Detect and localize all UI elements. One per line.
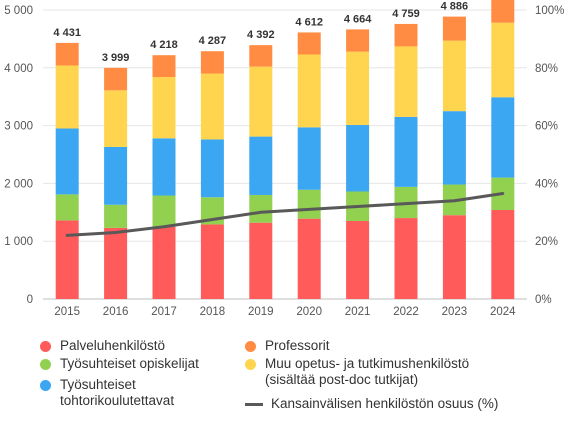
bar-segment: [249, 66, 273, 137]
legend-item-professorit: Professorit: [245, 338, 330, 354]
legend-swatch-kansainvalinen-osuus: [245, 403, 263, 406]
legend-item-muu-opetus: Muu opetus- ja tutkimushenkilöstö (sisäl…: [245, 356, 469, 388]
bar-segment: [55, 65, 79, 129]
bar-segment: [152, 138, 176, 196]
legend-item-kansainvalinen-osuus: Kansainvälisen henkilöstön osuus (%): [245, 396, 498, 412]
y-right-tick-label: 60%: [535, 121, 558, 133]
legend-swatch-professorit: [245, 341, 256, 352]
y-left-tick-label: 0: [27, 294, 33, 306]
x-tick-label: 2018: [200, 306, 226, 318]
bar-segment: [55, 194, 79, 221]
bar-segment: [152, 77, 176, 139]
bar-segment: [200, 224, 224, 299]
bar-segment: [442, 215, 466, 299]
bar-segment: [104, 90, 128, 147]
bar-segment: [442, 111, 466, 185]
bar-segment: [152, 226, 176, 299]
x-tick-label: 2021: [345, 306, 371, 318]
bar-segment: [297, 32, 321, 55]
legend-item-tohtorikoulutettavat: Työsuhteiset tohtorikoulutettavat: [40, 377, 174, 409]
total-label: 4 886: [441, 1, 469, 13]
bar-segment: [346, 125, 370, 192]
legend-label-tyosuhteiset-opiskelijat: Työsuhteiset opiskelijat: [60, 356, 199, 371]
y-left-tick-label: 4 000: [4, 63, 33, 75]
total-label: 4 392: [247, 29, 275, 41]
x-tick-label: 2024: [490, 306, 516, 318]
legend-label-professorit: Professorit: [265, 338, 330, 353]
bar-segment: [249, 136, 273, 195]
bar-segment: [491, 22, 515, 98]
y-right-tick-label: 20%: [535, 236, 558, 248]
x-tick-label: 2022: [393, 306, 419, 318]
total-label: 4 218: [150, 39, 178, 51]
legend-swatch-palveluhenkilosto: [40, 341, 51, 352]
legend-item-tyosuhteiset-opiskelijat: Työsuhteiset opiskelijat: [40, 356, 199, 372]
bar-segment: [297, 127, 321, 190]
legend-swatch-muu-opetus: [245, 359, 256, 370]
bar-segment: [491, 209, 515, 299]
bar-segment: [200, 73, 224, 140]
bar-segment: [200, 51, 224, 74]
bar-segment: [249, 222, 273, 299]
x-tick-label: 2015: [54, 306, 80, 318]
y-right-tick-label: 80%: [535, 63, 558, 75]
bar-segment: [104, 67, 128, 91]
bar-segment: [346, 29, 370, 52]
x-tick-label: 2020: [296, 306, 322, 318]
bar-segment: [104, 146, 128, 205]
legend-item-palveluhenkilosto: Palveluhenkilöstö: [40, 338, 165, 354]
total-label: 3 999: [102, 52, 130, 64]
bar-segment: [394, 46, 418, 117]
legend-swatch-tohtorikoulutettavat: [40, 380, 51, 391]
y-left-tick-label: 2 000: [4, 178, 33, 190]
legend: Palveluhenkilöstö Professorit Työsuhteis…: [0, 336, 567, 426]
bar-segment: [491, 0, 515, 23]
bar-segment: [152, 195, 176, 227]
bar-segment: [442, 40, 466, 112]
total-label: 4 759: [392, 8, 420, 20]
bar-segment: [491, 97, 515, 178]
y-left-tick-label: 5 000: [4, 5, 33, 17]
bar-segment: [297, 189, 321, 219]
bar-segment: [297, 218, 321, 299]
x-tick-label: 2023: [442, 306, 468, 318]
total-label: 4 287: [199, 35, 227, 47]
bar-segment: [394, 218, 418, 299]
bar-segment: [104, 227, 128, 299]
legend-label-kansainvalinen-osuus: Kansainvälisen henkilöstön osuus (%): [271, 396, 499, 411]
x-tick-label: 2019: [248, 306, 274, 318]
y-right-tick-label: 100%: [535, 5, 564, 17]
bar-segment: [249, 45, 273, 67]
y-right-tick-label: 40%: [535, 178, 558, 190]
x-tick-label: 2016: [103, 306, 129, 318]
legend-label-palveluhenkilosto: Palveluhenkilöstö: [60, 338, 166, 353]
bar-segment: [346, 51, 370, 126]
bar-segment: [346, 220, 370, 299]
y-left-tick-label: 1 000: [4, 236, 33, 248]
stacked-bar-chart: 0 1 000 2 000 3 000 4 000 5 000 0% 20% 40% 60% 80%…: [4, 0, 564, 318]
legend-swatch-tyosuhteiset-opiskelijat: [40, 359, 51, 370]
bar-segment: [55, 220, 79, 299]
x-tick-label: 2017: [151, 306, 177, 318]
bar-segment: [152, 55, 176, 78]
international-share-line: [65, 192, 505, 237]
bar-segment: [394, 23, 418, 47]
y-right-tick-label: 0%: [535, 294, 552, 306]
bar-segment: [55, 128, 79, 195]
legend-label-tohtorikoulutettavat: Työsuhteiset tohtorikoulutettavat: [60, 377, 175, 408]
bar-segment: [297, 54, 321, 128]
bar-segment: [200, 139, 224, 198]
bar-segment: [249, 194, 273, 223]
bar-segment: [55, 42, 79, 66]
bar-segment: [442, 16, 466, 41]
total-label: 4 664: [344, 13, 372, 25]
legend-label-muu-opetus: Muu opetus- ja tutkimushenkilöstö (sisäl…: [265, 356, 470, 387]
total-label: 4 612: [295, 16, 323, 28]
bar-segment: [394, 116, 418, 187]
y-left-tick-label: 3 000: [4, 121, 33, 133]
bar-segment: [104, 204, 128, 228]
total-label: 4 431: [53, 27, 81, 39]
